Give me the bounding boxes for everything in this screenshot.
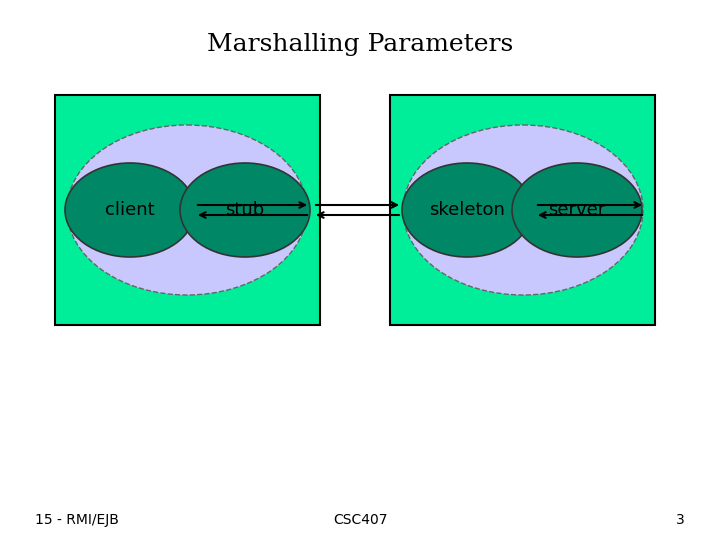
Bar: [390, 95, 655, 325]
Ellipse shape: [512, 163, 642, 257]
Ellipse shape: [403, 125, 643, 295]
Ellipse shape: [180, 163, 310, 257]
Ellipse shape: [402, 163, 532, 257]
Bar: [55, 95, 320, 325]
Text: skeleton: skeleton: [429, 201, 505, 219]
Text: 3: 3: [676, 513, 685, 527]
Text: client: client: [105, 201, 155, 219]
Ellipse shape: [65, 163, 195, 257]
Text: 15 - RMI/EJB: 15 - RMI/EJB: [35, 513, 119, 527]
Text: stub: stub: [225, 201, 265, 219]
Text: server: server: [549, 201, 606, 219]
Ellipse shape: [67, 125, 307, 295]
Text: CSC407: CSC407: [333, 513, 387, 527]
Text: Marshalling Parameters: Marshalling Parameters: [207, 33, 513, 57]
